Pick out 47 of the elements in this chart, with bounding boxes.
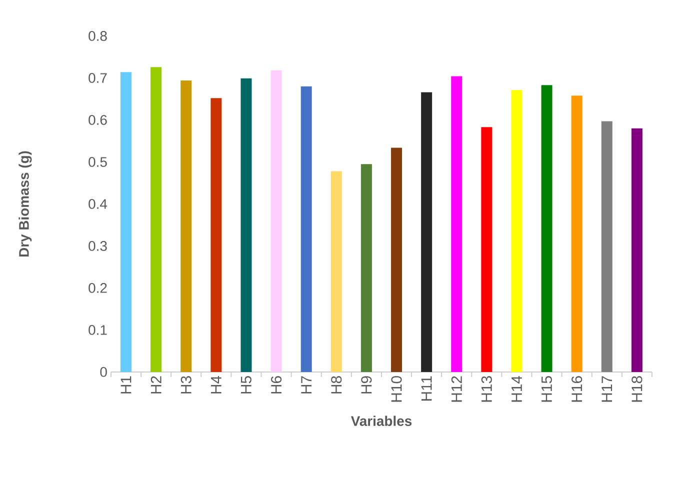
y-tick-label: 0.4 <box>88 199 108 209</box>
y-tick-label: 0.6 <box>88 115 107 125</box>
x-tick-label: H13 <box>481 376 492 402</box>
x-tick-label: H10 <box>391 376 402 402</box>
y-axis-title: Dry Biomass (g) <box>18 151 32 257</box>
bar <box>601 121 612 372</box>
bar <box>541 85 552 372</box>
bar <box>150 67 162 372</box>
bar <box>451 76 462 372</box>
x-tick-label: H14 <box>512 376 522 402</box>
bar <box>631 128 642 372</box>
x-tick-label: H6 <box>270 376 282 394</box>
x-axis-title: Variables <box>350 416 412 426</box>
y-tick-label: 0.7 <box>88 73 107 83</box>
x-tick-label: H2 <box>150 376 162 394</box>
bar <box>481 127 492 372</box>
x-tick-label: H12 <box>451 376 462 402</box>
y-tick-label: 0.2 <box>88 283 107 293</box>
bar <box>330 171 342 372</box>
bar <box>210 98 222 372</box>
y-tick-label: 0.1 <box>88 325 107 335</box>
bar <box>300 86 312 372</box>
x-tick-label: H3 <box>180 376 192 394</box>
x-tick-label: H11 <box>421 376 432 401</box>
bar <box>511 90 522 372</box>
x-tick-label: H1 <box>120 376 132 394</box>
bar <box>120 72 132 372</box>
bar <box>360 164 372 372</box>
bar <box>391 148 402 372</box>
bar <box>571 96 582 372</box>
bar <box>180 80 192 372</box>
x-tick-label: H5 <box>241 376 252 394</box>
x-tick-label: H8 <box>331 376 342 394</box>
y-tick-label: 0.8 <box>88 31 107 41</box>
y-tick-label: 0.5 <box>88 157 107 167</box>
x-tick-label: H17 <box>602 376 612 402</box>
y-tick-label: 0.3 <box>88 241 107 251</box>
y-tick-label: 0 <box>100 367 107 377</box>
bar <box>270 70 282 372</box>
x-tick-label: H18 <box>632 376 642 402</box>
bar <box>240 78 252 372</box>
x-tick-label: H16 <box>572 376 582 402</box>
x-tick-label: H7 <box>301 376 312 394</box>
bar <box>421 92 432 372</box>
x-tick-label: H15 <box>542 376 552 402</box>
x-tick-label: H9 <box>361 376 372 394</box>
x-tick-label: H4 <box>211 376 222 394</box>
